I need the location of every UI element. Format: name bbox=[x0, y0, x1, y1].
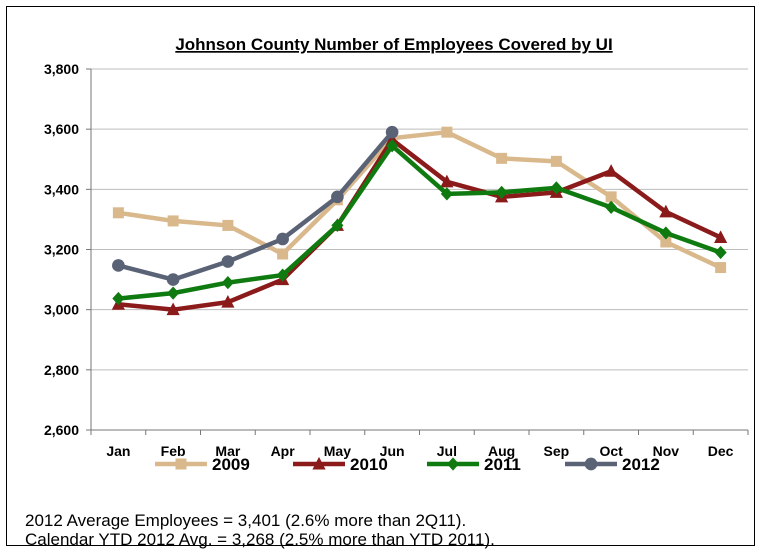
series-line-2011 bbox=[118, 143, 722, 301]
y-tick-label: 3,400 bbox=[44, 181, 79, 197]
data-point-2010 bbox=[604, 164, 618, 177]
series-2009 bbox=[112, 126, 727, 274]
data-point-2011 bbox=[440, 187, 453, 201]
data-point-2010 bbox=[221, 294, 235, 308]
x-tick-label: Dec bbox=[708, 443, 734, 459]
data-point-2011 bbox=[167, 286, 180, 300]
data-point-2012 bbox=[385, 125, 399, 139]
chart-title: Johnson County Number of Employees Cover… bbox=[175, 35, 612, 54]
data-point-2012 bbox=[331, 190, 344, 204]
data-point-2009 bbox=[605, 191, 617, 203]
x-tick-label: Oct bbox=[599, 443, 623, 459]
legend-label: 2012 bbox=[622, 455, 660, 474]
note-ytd-average: Calendar YTD 2012 Avg. = 3,268 (2.5% mor… bbox=[25, 530, 495, 549]
x-tick-label: Feb bbox=[161, 443, 186, 459]
data-point-2012 bbox=[221, 255, 235, 268]
data-point-2009 bbox=[277, 248, 289, 260]
x-tick-label: Sep bbox=[544, 443, 570, 459]
data-point-2011 bbox=[112, 291, 125, 306]
data-point-2009 bbox=[222, 219, 234, 231]
data-point-2009 bbox=[550, 155, 562, 167]
x-tick-label: Nov bbox=[653, 443, 680, 459]
x-tick-label: Aug bbox=[488, 443, 515, 459]
y-tick-label: 2,800 bbox=[44, 362, 79, 378]
data-point-2011 bbox=[386, 139, 399, 153]
legend-item-2010: 2010 bbox=[293, 455, 388, 474]
data-point-2011 bbox=[659, 226, 672, 240]
data-point-2011 bbox=[605, 200, 618, 214]
series-line-2010 bbox=[118, 137, 722, 312]
data-point-2010 bbox=[166, 302, 180, 316]
data-point-2010 bbox=[385, 132, 399, 146]
note-average-employees: 2012 Average Employees = 3,401 (2.6% mor… bbox=[25, 511, 467, 530]
data-point-2012 bbox=[166, 273, 180, 286]
legend-marker bbox=[312, 456, 326, 470]
data-point-2011 bbox=[495, 185, 508, 199]
x-tick-label: Jan bbox=[106, 443, 130, 459]
data-point-2009 bbox=[715, 262, 727, 274]
x-tick-label: Mar bbox=[215, 443, 240, 459]
legend-item-2009: 2009 bbox=[155, 455, 250, 474]
legend-label: 2010 bbox=[350, 455, 388, 474]
data-point-2011 bbox=[221, 275, 234, 290]
data-point-2010 bbox=[714, 230, 728, 243]
data-point-2010 bbox=[440, 174, 454, 188]
data-point-2009 bbox=[112, 207, 124, 219]
data-point-2009 bbox=[496, 152, 508, 164]
gridlines bbox=[91, 68, 748, 371]
y-tick-label: 3,200 bbox=[44, 242, 79, 258]
legend-item-2011: 2011 bbox=[427, 455, 521, 474]
chart-frame: Johnson County Number of Employees Cover… bbox=[6, 6, 755, 549]
data-point-2012 bbox=[276, 232, 289, 246]
series-line-2009 bbox=[118, 129, 722, 270]
legend-label: 2011 bbox=[484, 455, 521, 474]
x-tick-label: May bbox=[324, 443, 351, 459]
data-point-2011 bbox=[714, 245, 727, 260]
legend-marker bbox=[584, 457, 598, 471]
series-2012 bbox=[112, 125, 399, 286]
series-2011 bbox=[112, 139, 727, 306]
legend-marker bbox=[446, 457, 460, 471]
axes: 2,600 2,800 3,000 3,200 3,400 3,600 3,800 Jan Fe… bbox=[44, 61, 749, 459]
y-tick-label: 3,800 bbox=[44, 61, 79, 77]
line-chart: Johnson County Number of Employees Cover… bbox=[44, 35, 749, 474]
data-point-2009 bbox=[167, 215, 179, 227]
x-tick-label: Jul bbox=[437, 443, 457, 459]
data-point-2012 bbox=[112, 259, 125, 272]
legend-marker bbox=[175, 458, 187, 470]
y-tick-label: 2,600 bbox=[44, 422, 79, 438]
legend-item-2012: 2012 bbox=[565, 455, 660, 474]
series-line-2012 bbox=[117, 130, 394, 282]
y-tick-label: 3,600 bbox=[44, 121, 79, 137]
data-point-2011 bbox=[550, 181, 563, 195]
data-point-2010 bbox=[659, 204, 673, 218]
data-point-2011 bbox=[331, 218, 344, 233]
data-point-2009 bbox=[660, 236, 672, 248]
legend-label: 2009 bbox=[212, 455, 250, 474]
legend: 2009 2010 2011 2012 bbox=[155, 455, 660, 474]
x-tick-label: Jun bbox=[380, 443, 405, 459]
data-point-2011 bbox=[276, 268, 289, 282]
y-tick-label: 3,000 bbox=[44, 302, 79, 318]
x-tick-label: Apr bbox=[271, 443, 296, 459]
series-lines bbox=[111, 125, 728, 316]
data-point-2009 bbox=[441, 126, 453, 138]
